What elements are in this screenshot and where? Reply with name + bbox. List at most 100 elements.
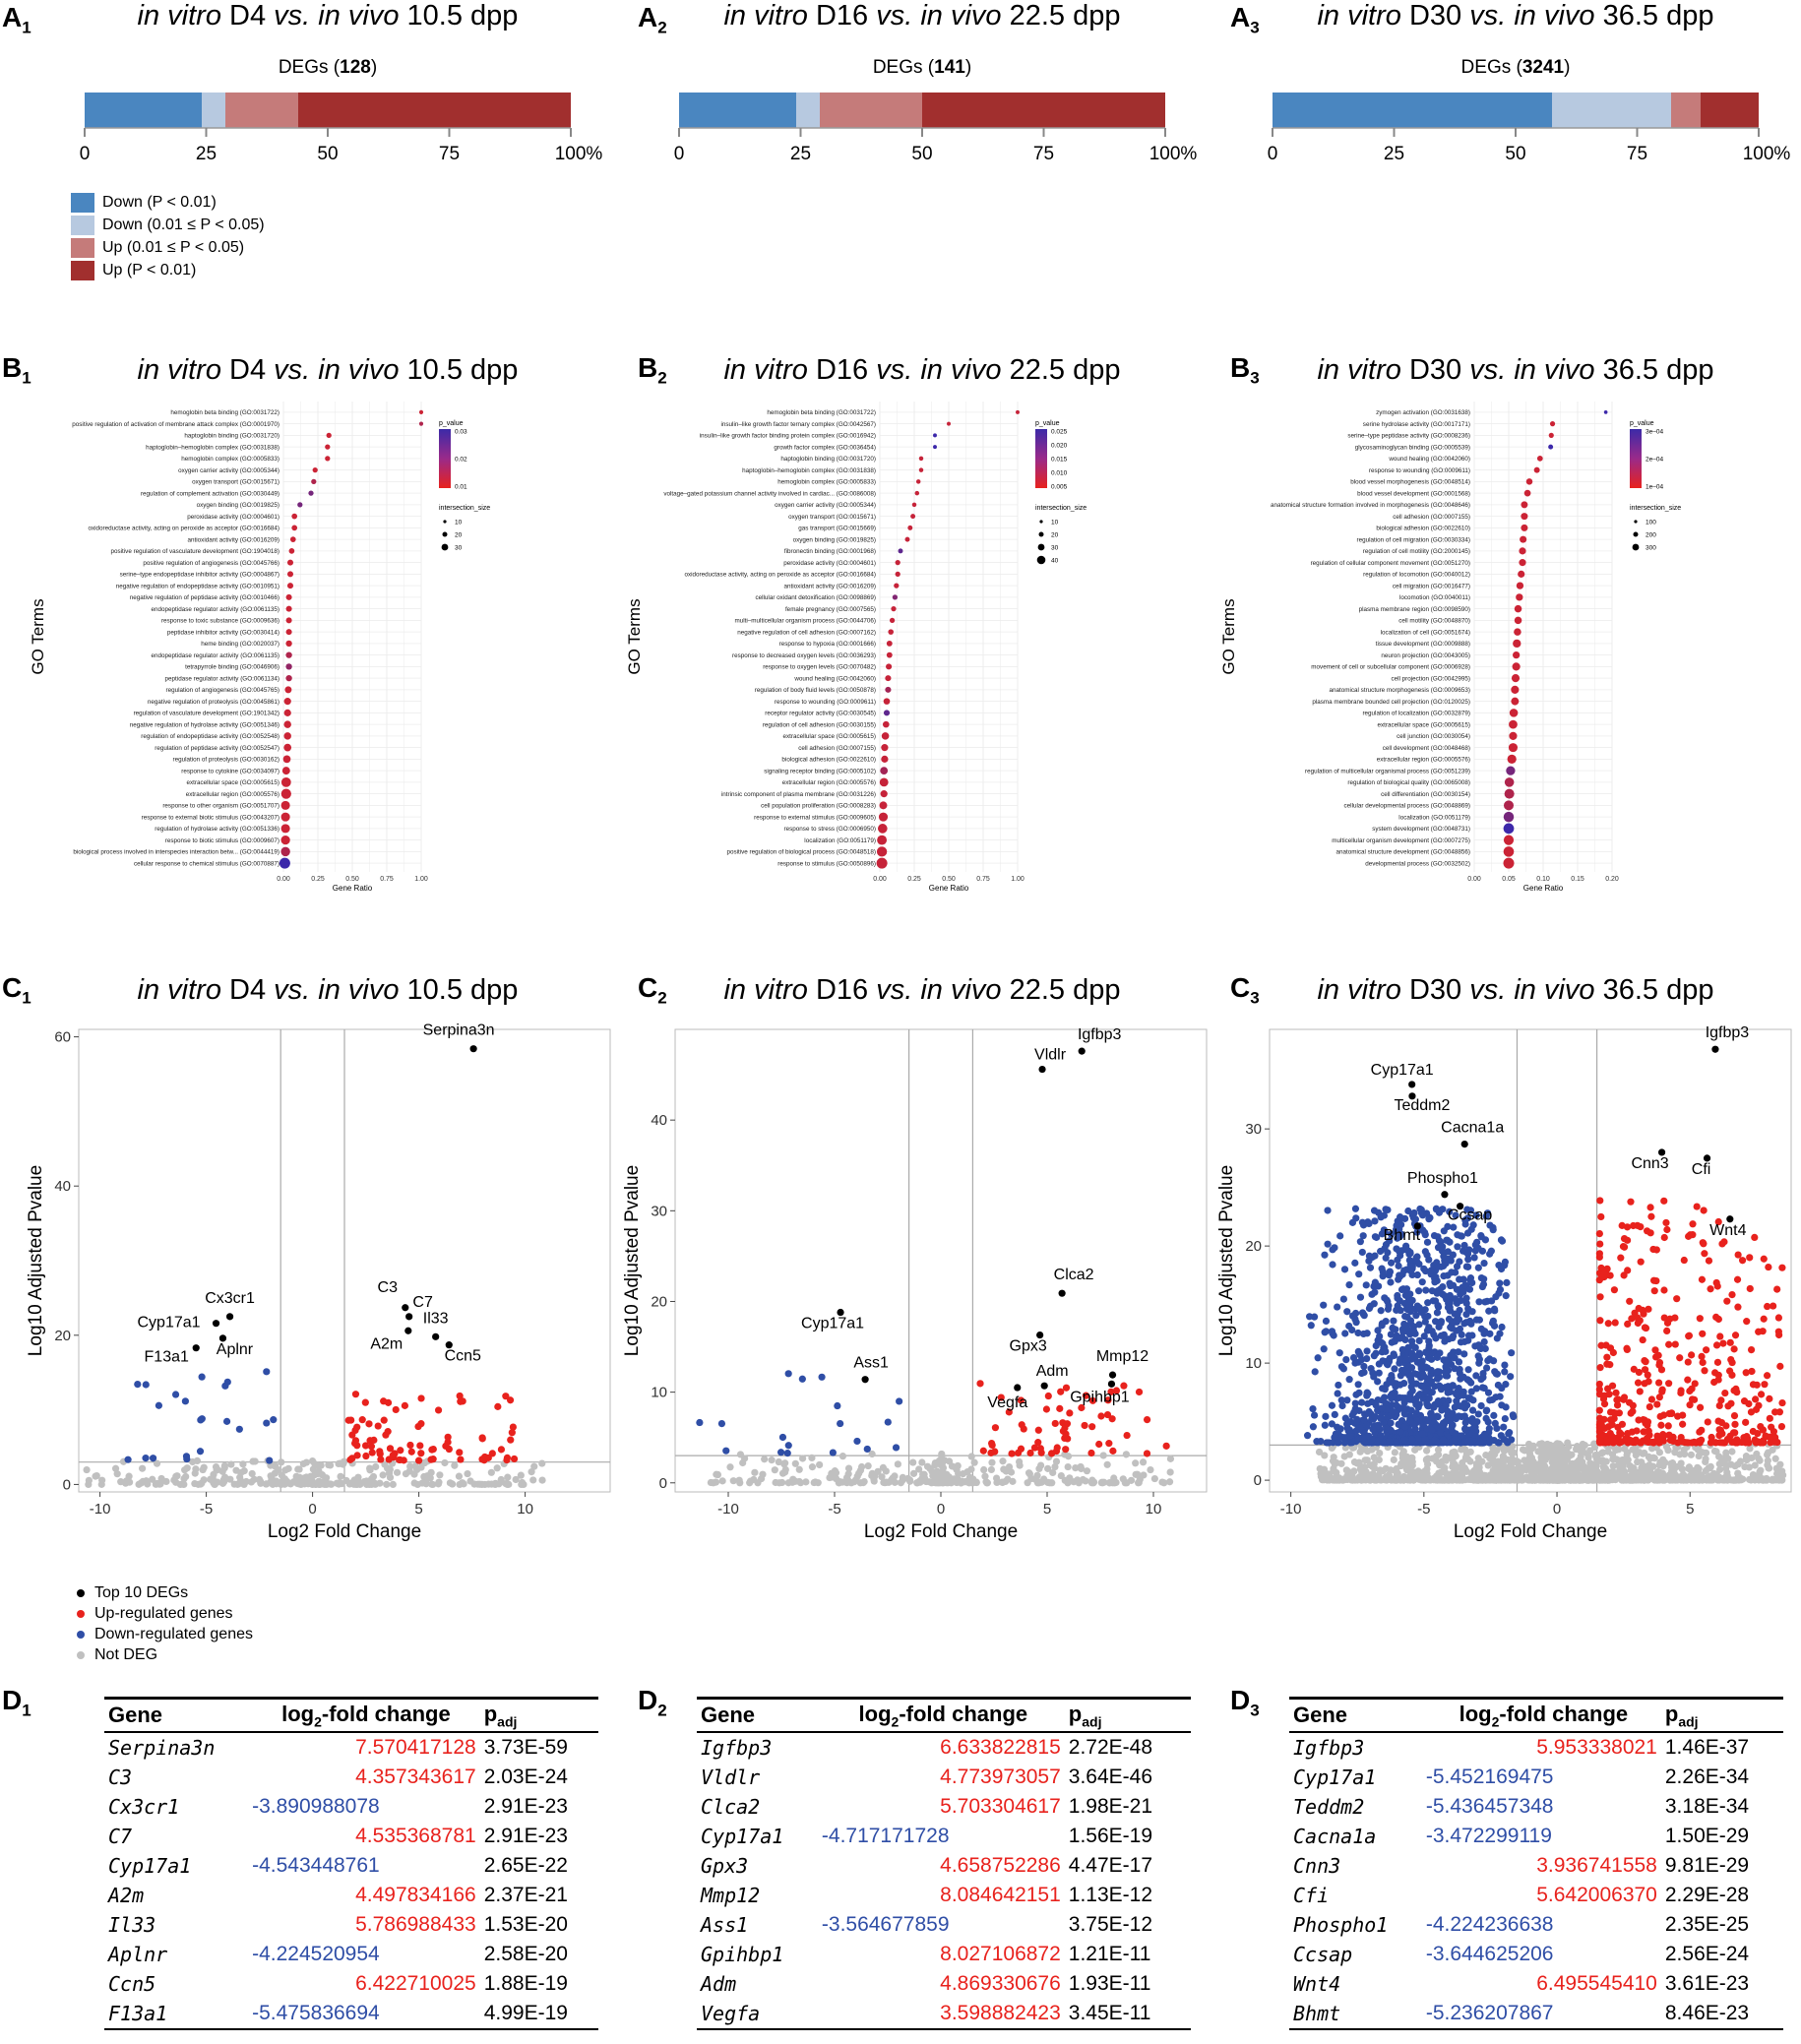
volcano-point-ns	[1589, 1475, 1597, 1483]
go-legend-size-dot	[441, 543, 449, 551]
volcano-point-ns	[1764, 1451, 1771, 1458]
volcano-point-ns	[1329, 1476, 1337, 1484]
volcano-point-up	[1062, 1430, 1070, 1438]
bar-tick-label: 75	[1033, 144, 1054, 164]
volcano-point-ns	[880, 1478, 888, 1487]
volcano-point-top-igfbp3	[1078, 1047, 1086, 1055]
gene-cell: Cyp17a1	[1293, 1765, 1377, 1790]
go-legend-size-tick: 300	[1646, 545, 1656, 552]
volcano-point-ns	[248, 1469, 256, 1478]
volcano-ytick-label: 0	[659, 1475, 667, 1492]
volcano-point-up	[1650, 1287, 1658, 1295]
volcano-point-down	[1458, 1331, 1465, 1338]
panel-title-part: 10.5 dpp	[399, 354, 519, 386]
volcano-point-up	[1135, 1388, 1144, 1396]
volcano-point-ns	[1083, 1467, 1091, 1475]
panel-title-part: in vivo	[318, 354, 400, 386]
volcano-point-down	[1385, 1302, 1393, 1310]
volcano-point-down	[1449, 1333, 1457, 1342]
volcano-point-ns	[1707, 1475, 1714, 1483]
volcano-point-ns	[113, 1470, 121, 1478]
gene-cell: Bhmt	[1289, 1999, 1426, 2031]
go-dot	[881, 755, 889, 763]
go-ylabel: GO Terms	[625, 598, 644, 674]
volcano-point-ns	[1122, 1451, 1130, 1458]
volcano-point-ns	[1426, 1476, 1434, 1484]
volcano-point-up	[1047, 1450, 1056, 1457]
volcano-point-ns	[1573, 1470, 1581, 1478]
volcano-point-ns	[778, 1478, 786, 1487]
go-term-label: antioxidant activity (GO:0016209)	[784, 583, 876, 589]
volcano-point-down	[1464, 1332, 1473, 1339]
volcano-point-ns	[838, 1453, 847, 1460]
go-term-label: blood vessel development (GO:0001568)	[1357, 490, 1470, 497]
go-term-label: cell junction (GO:0030054)	[1397, 733, 1470, 740]
go-dot	[1519, 547, 1526, 555]
volcano-point-down	[1413, 1270, 1421, 1279]
volcano-point-ns	[350, 1476, 358, 1484]
volcano-point-ns	[780, 1460, 788, 1468]
volcano-point-ns	[1734, 1460, 1742, 1468]
fold-change-cell: 4.535368781	[355, 1825, 476, 1848]
volcano-point-up	[506, 1396, 515, 1404]
go-term-label: peroxidase activity (GO:0004601)	[783, 560, 876, 567]
volcano-point-up	[1613, 1401, 1622, 1409]
volcano-point-up	[1636, 1388, 1644, 1395]
volcano-point-ns	[1501, 1463, 1510, 1471]
volcano-point-down	[1391, 1337, 1398, 1345]
bar-segment-up-strong	[921, 93, 1165, 128]
go-dot	[892, 594, 899, 600]
volcano-point-down	[1331, 1244, 1338, 1252]
volcano-label-ccsap: Ccsap	[1448, 1208, 1492, 1224]
volcano-point-ns	[1453, 1469, 1460, 1478]
volcano-point-ns	[909, 1458, 917, 1466]
volcano-point-ns	[791, 1459, 799, 1467]
volcano-point-down	[1482, 1407, 1490, 1415]
volcano-point-down	[834, 1401, 841, 1410]
table-row: Clca2 5.703304617 1.98E-21	[697, 1792, 1191, 1822]
go-legend-size-tick: 30	[1051, 545, 1059, 552]
volcano-point-ns	[1706, 1464, 1714, 1472]
bar-legend: Down (P < 0.01) Down (0.01 ≤ P < 0.05) U…	[71, 191, 265, 281]
volcano-point-top-vldlr	[1038, 1065, 1046, 1074]
go-term-label: extracellular region (GO:0005576)	[1377, 757, 1470, 764]
volcano-point-up	[509, 1423, 517, 1431]
go-legend-size-title: intersection_size	[1630, 505, 1681, 512]
volcano-point-ns	[281, 1466, 289, 1474]
volcano-point-ns	[413, 1465, 421, 1474]
volcano-point-up	[1097, 1412, 1105, 1420]
volcano-point-up	[979, 1447, 987, 1455]
volcano-ytick-label: 10	[651, 1385, 667, 1401]
volcano-point-down	[1434, 1263, 1443, 1270]
panel-title-part: in vitro	[137, 0, 221, 31]
volcano-point-down	[1313, 1438, 1321, 1446]
volcano-point-up	[503, 1456, 511, 1464]
volcano-point-up	[1719, 1339, 1727, 1347]
volcano-point-down	[1364, 1390, 1372, 1397]
volcano-point-up	[1730, 1345, 1738, 1353]
volcano-point-down	[1345, 1322, 1353, 1331]
volcano-point-ns	[1477, 1475, 1485, 1483]
volcano-point-down	[1496, 1279, 1504, 1287]
volcano-point-down	[1406, 1267, 1414, 1274]
go-xtick-label: 0.50	[345, 876, 359, 883]
volcano-point-down	[1377, 1307, 1385, 1315]
volcano-legend: Top 10 DEGs Up-regulated genes Down-regu…	[71, 1582, 253, 1665]
volcano-point-ns	[860, 1477, 868, 1486]
go-term-label: wound healing (GO:0042060)	[1388, 456, 1470, 463]
volcano-point-down	[1403, 1313, 1411, 1322]
volcano-point-ns	[220, 1464, 228, 1472]
volcano-point-ns	[1160, 1479, 1168, 1487]
volcano-point-down	[1472, 1316, 1481, 1324]
volcano-point-ns	[83, 1465, 91, 1474]
table-row: Adm 4.869330676 1.93E-11	[697, 1969, 1191, 1999]
go-term-label: positive regulation of biological proces…	[726, 849, 876, 856]
volcano-point-ns	[952, 1463, 960, 1472]
go-term-label: hemoglobin complex (GO:0005833)	[777, 479, 876, 486]
volcano-point-down	[1387, 1278, 1395, 1286]
volcano-point-up	[380, 1416, 388, 1424]
table-row: Gpx3 4.658752286 4.47E-17	[697, 1851, 1191, 1881]
volcano-point-up	[1693, 1203, 1701, 1210]
go-term-label: regulation of peptidase activity (GO:005…	[155, 745, 279, 752]
volcano-point-ns	[278, 1458, 285, 1466]
